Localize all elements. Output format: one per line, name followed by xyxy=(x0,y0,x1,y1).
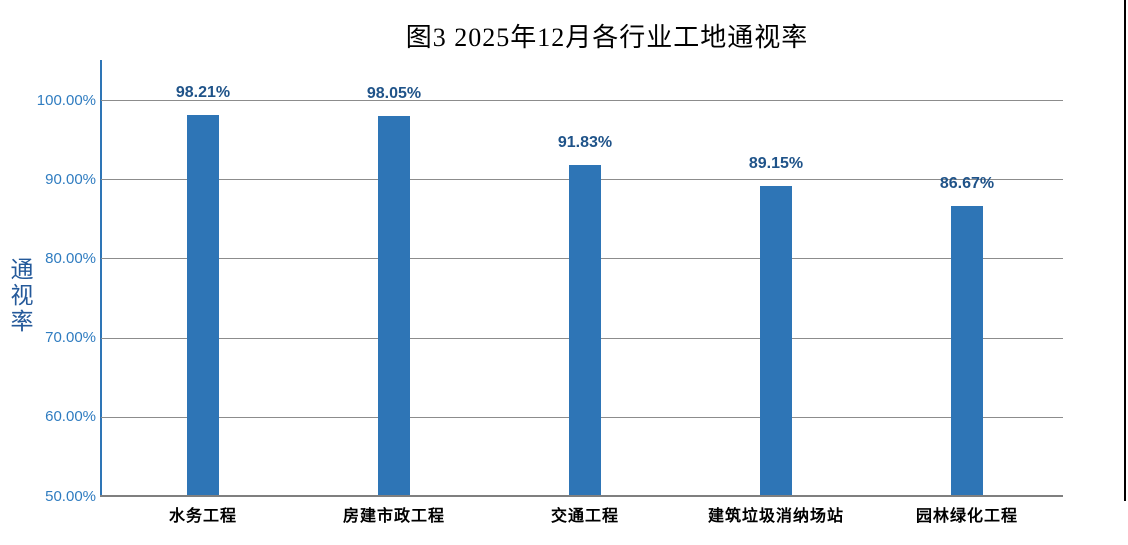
bar xyxy=(951,206,983,496)
bar-value-label: 98.21% xyxy=(175,83,231,101)
bar-value-label: 98.05% xyxy=(366,84,422,102)
bar xyxy=(187,114,219,496)
y-tick-label: 70.00% xyxy=(45,329,96,347)
bar xyxy=(760,186,792,496)
right-border xyxy=(1124,0,1126,501)
x-axis-line xyxy=(100,495,1063,497)
y-tick-label: 100.00% xyxy=(36,91,96,109)
bar-value-label: 91.83% xyxy=(557,134,613,152)
x-category-label: 房建市政工程 xyxy=(342,508,445,525)
x-category-label: 建筑垃圾消纳场站 xyxy=(707,508,844,525)
bar xyxy=(569,165,601,496)
x-category-label: 交通工程 xyxy=(550,508,619,525)
y-tick-label: 50.00% xyxy=(45,487,96,505)
y-axis-line xyxy=(100,60,102,497)
x-category-label: 园林绿化工程 xyxy=(915,508,1018,525)
gridline xyxy=(101,100,1063,101)
bar-value-label: 89.15% xyxy=(748,155,804,173)
y-tick-label: 90.00% xyxy=(45,170,96,188)
y-tick-label: 80.00% xyxy=(45,249,96,267)
y-axis-title: 通视率 xyxy=(10,257,34,334)
bar xyxy=(378,115,410,496)
y-tick-label: 60.00% xyxy=(45,408,96,426)
x-category-label: 水务工程 xyxy=(168,508,237,525)
chart-title: 图3 2025年12月各行业工地通视率 xyxy=(405,23,809,52)
bar-value-label: 86.67% xyxy=(939,175,995,193)
